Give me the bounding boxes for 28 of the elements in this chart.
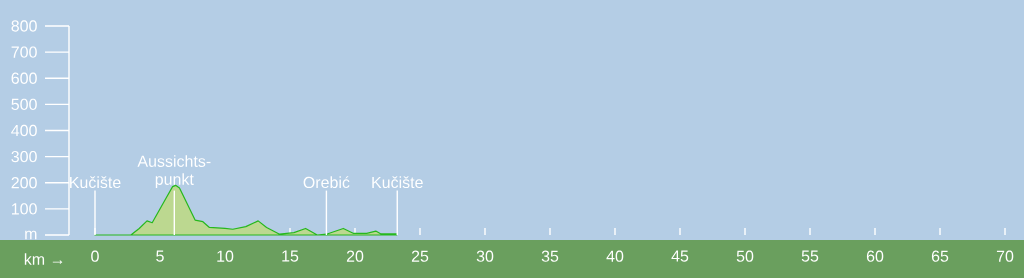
x-tick-label: 0 bbox=[91, 250, 99, 262]
x-tick-label: 5 bbox=[156, 250, 164, 262]
y-tick-label: 600 bbox=[11, 72, 37, 84]
y-tick-label: 300 bbox=[11, 150, 37, 163]
x-tick-label: 65 bbox=[931, 250, 949, 262]
y-tick-label: 200 bbox=[11, 177, 37, 189]
x-tick-label: 60 bbox=[866, 250, 884, 262]
x-tick-label: 55 bbox=[801, 250, 819, 262]
x-tick-label: 40 bbox=[606, 250, 624, 262]
y-tick-label: 100 bbox=[11, 203, 37, 215]
x-tick-label: 70 bbox=[996, 250, 1014, 262]
x-tick-label: 50 bbox=[736, 250, 754, 262]
x-tick-label: 20 bbox=[346, 250, 364, 262]
x-tick-label: 30 bbox=[476, 250, 494, 262]
y-tick-label: 800 bbox=[11, 20, 37, 32]
x-axis-title: km → bbox=[24, 253, 63, 265]
ref-line-label: Aussichts-punkt bbox=[137, 155, 211, 189]
ref-line-label: Kučište bbox=[70, 176, 121, 189]
y-tick-label: 700 bbox=[11, 46, 37, 58]
x-tick-label: 15 bbox=[282, 250, 299, 262]
x-tick-label: 25 bbox=[411, 250, 429, 262]
x-tick-label: 10 bbox=[217, 250, 234, 262]
x-tick-label: 45 bbox=[671, 250, 689, 262]
x-tick-label: 35 bbox=[541, 250, 559, 262]
y-tick-label: m bbox=[25, 230, 37, 240]
y-tick-label: 400 bbox=[11, 124, 37, 137]
ref-line-label: Kučište bbox=[372, 176, 423, 189]
y-tick-label: 500 bbox=[11, 98, 37, 111]
